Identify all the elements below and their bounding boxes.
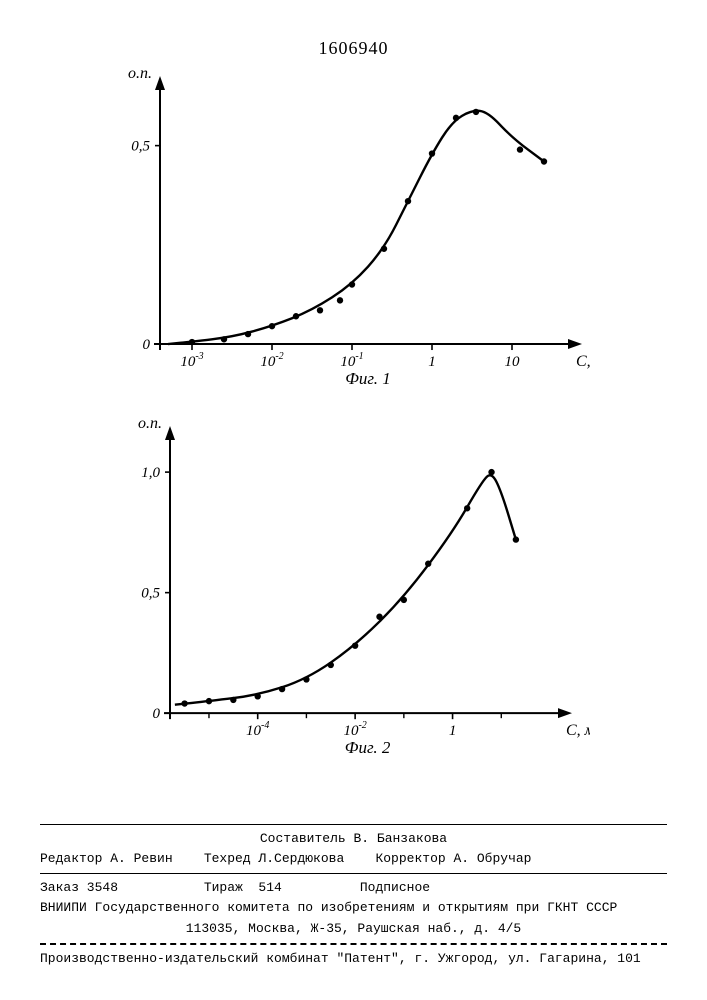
svg-text:10: 10 xyxy=(505,354,521,370)
svg-text:1,0: 1,0 xyxy=(141,465,160,481)
svg-text:10-2: 10-2 xyxy=(260,351,283,370)
footer-committee: ВНИИПИ Государственного комитета по изоб… xyxy=(40,898,667,918)
chart-fig-1: 0 0,5 о.п. 10-3 10-2 10-1 1 10 С, мкг/мл Фиг. 1 xyxy=(90,70,590,390)
footer-credits-row: Редактор А. Ревин Техред Л.Сердюкова Кор… xyxy=(40,849,667,869)
svg-text:0: 0 xyxy=(153,706,161,722)
footer-address: 113035, Москва, Ж-35, Раушская наб., д. … xyxy=(40,919,667,939)
svg-text:Фиг. 2: Фиг. 2 xyxy=(345,738,391,757)
page-number: 1606940 xyxy=(319,38,389,59)
svg-text:10-2: 10-2 xyxy=(343,720,366,739)
svg-text:0,5: 0,5 xyxy=(141,586,160,602)
svg-text:С, мкг/мл: С, мкг/мл xyxy=(566,722,590,739)
svg-text:0: 0 xyxy=(143,337,151,353)
svg-text:1: 1 xyxy=(428,354,436,370)
svg-text:10-3: 10-3 xyxy=(180,351,203,370)
footer-block: Составитель В. Банзакова Редактор А. Рев… xyxy=(40,820,667,969)
svg-text:С, мкг/мл: С, мкг/мл xyxy=(576,353,590,370)
footer-compiler: Составитель В. Банзакова xyxy=(40,829,667,849)
chart-fig-2: 0 0,5 1,0 о.п. 10-4 10-2 1 С, мкг/мл Фиг. 2 xyxy=(100,420,590,760)
footer-press: Производственно-издательский комбинат "П… xyxy=(40,949,667,969)
svg-text:0,5: 0,5 xyxy=(131,139,150,155)
svg-text:о.п.: о.п. xyxy=(128,70,152,82)
footer-order-row: Заказ 3548 Тираж 514 Подписное xyxy=(40,878,667,898)
svg-text:Фиг. 1: Фиг. 1 xyxy=(345,369,391,388)
svg-text:о.п.: о.п. xyxy=(138,420,162,432)
svg-text:10-4: 10-4 xyxy=(246,720,269,739)
svg-text:10-1: 10-1 xyxy=(340,351,363,370)
svg-text:1: 1 xyxy=(449,723,457,739)
